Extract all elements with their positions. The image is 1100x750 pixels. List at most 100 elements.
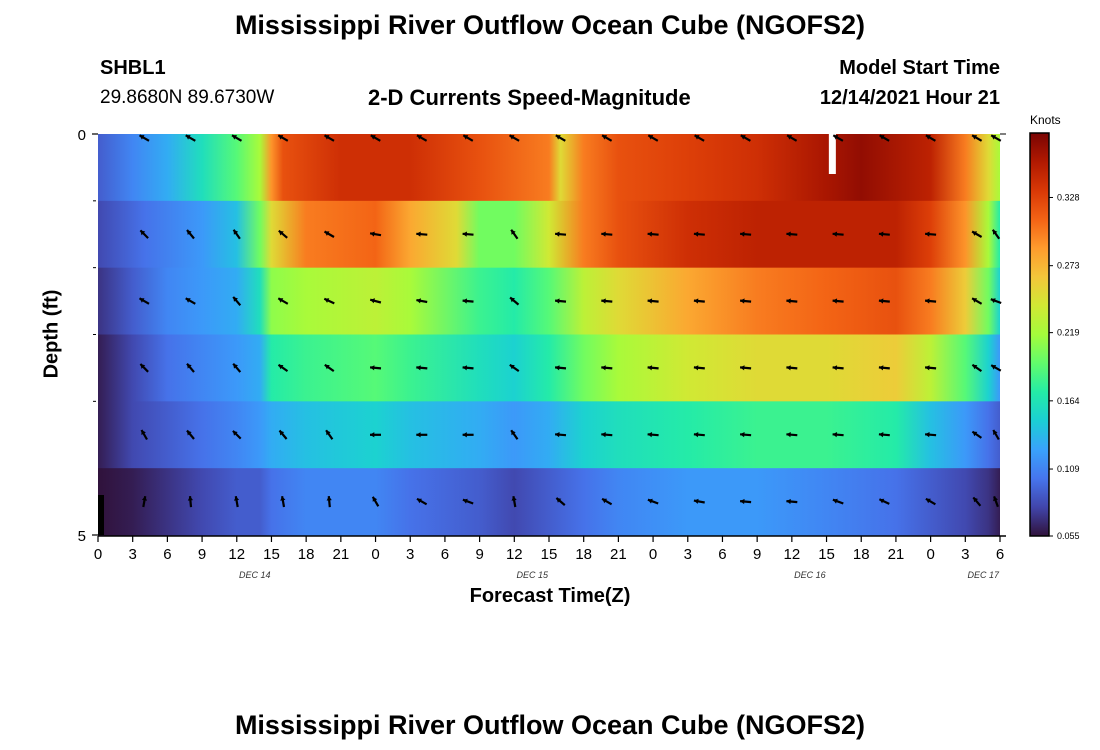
current-arrow: [740, 365, 752, 371]
heatmap-row: [98, 401, 1000, 469]
current-arrow: [462, 134, 474, 142]
current-arrow: [990, 134, 1002, 142]
current-arrow: [138, 297, 150, 305]
current-arrow: [462, 231, 474, 237]
current-arrow: [925, 432, 937, 438]
current-arrow: [786, 365, 798, 371]
current-arrow: [323, 134, 335, 142]
current-arrow: [138, 134, 150, 142]
x-tick-label: 6: [718, 546, 726, 563]
x-tick-label: 0: [649, 546, 657, 563]
x-tick-label: 0: [371, 546, 379, 563]
current-arrow: [555, 432, 567, 438]
current-arrow: [325, 429, 334, 440]
heatmap-row: [98, 134, 1000, 202]
x-tick-label: 18: [298, 546, 315, 563]
station-id: SHBL1: [100, 57, 166, 79]
current-arrow: [925, 134, 936, 142]
date-label: DEC 14: [239, 570, 271, 580]
x-tick-label: 9: [198, 546, 206, 563]
colorbar-units: Knots: [1030, 113, 1061, 127]
current-arrow: [509, 363, 520, 373]
y-tick-label: 5: [78, 528, 86, 545]
current-arrow: [601, 365, 613, 371]
current-arrow: [786, 134, 798, 142]
x-tick-label: 18: [853, 546, 870, 563]
current-arrow: [740, 231, 752, 237]
current-arrow: [416, 497, 428, 506]
current-arrow: [185, 297, 196, 305]
x-tick-label: 15: [818, 546, 835, 563]
x-tick-label: 12: [228, 546, 245, 563]
colorbar-tick-label: 0.328: [1057, 192, 1080, 202]
current-arrow: [971, 363, 983, 373]
current-arrow: [693, 432, 705, 438]
x-tick-label: 18: [575, 546, 592, 563]
current-arrow: [832, 498, 844, 505]
current-arrow: [786, 498, 798, 505]
current-arrow: [280, 496, 286, 508]
current-arrow: [232, 430, 242, 440]
chart-svg: 0 3 6 9 12 15 18 21 0 3 6 9 12 15 18 21 0 3 6 9 12 15 18 21 0 3 6 D…: [78, 127, 1080, 580]
current-arrow: [416, 134, 428, 142]
current-arrow: [925, 231, 937, 237]
current-arrow: [972, 496, 982, 507]
current-arrow: [991, 229, 1001, 240]
current-arrow: [510, 429, 519, 440]
current-arrow: [185, 134, 196, 142]
current-arrow: [647, 498, 659, 505]
date-label: DEC 15: [517, 570, 550, 580]
current-arrow: [187, 496, 193, 508]
axes: 0 3 6 9 12 15 18 21 0 3 6 9 12 15 18 21 0 3 6 9 12 15 18 21 0 3 6 D…: [78, 127, 1006, 580]
chart-title: Mississippi River Outflow Ocean Cube (NG…: [234, 10, 866, 40]
current-arrow: [693, 231, 705, 237]
current-arrow: [832, 298, 844, 304]
model-start-value: 12/14/2021 Hour 21: [819, 87, 1000, 109]
current-arrow: [186, 229, 195, 240]
current-arrow: [971, 230, 983, 238]
current-arrow: [554, 298, 567, 304]
x-tick-label: 15: [541, 546, 558, 563]
x-tick-label: 9: [753, 546, 761, 563]
current-arrow: [509, 296, 520, 306]
current-arrow: [232, 296, 242, 307]
current-arrow: [647, 298, 659, 304]
current-arrow: [416, 432, 428, 438]
current-arrow: [786, 231, 798, 237]
x-tick-label: 3: [406, 546, 414, 563]
x-tick-label: 21: [333, 546, 350, 563]
current-arrow: [601, 432, 613, 438]
heatmap-row: [98, 267, 1000, 336]
current-arrow: [786, 298, 798, 304]
date-label: DEC 16: [794, 570, 826, 580]
current-arrows: [138, 134, 1002, 508]
current-arrow: [186, 362, 195, 373]
current-arrow: [601, 298, 613, 304]
current-arrow: [462, 365, 474, 371]
current-arrow: [369, 365, 382, 371]
colorbar-tick-label: 0.219: [1057, 328, 1080, 338]
current-arrow: [647, 365, 659, 371]
x-tick-label: 3: [129, 546, 137, 563]
current-arrow: [234, 496, 240, 508]
current-arrow: [879, 134, 890, 142]
current-arrow: [141, 496, 147, 508]
current-arrow: [555, 134, 566, 142]
current-arrow: [601, 231, 613, 237]
heatmap: [98, 134, 1000, 536]
current-arrow: [510, 229, 519, 240]
current-arrow: [462, 298, 474, 304]
current-arrow: [925, 365, 937, 371]
current-arrow: [878, 498, 890, 505]
x-tick-label: 0: [94, 546, 102, 563]
colorbar: 0.055 0.109 0.164 0.219 0.273 0.328: [1029, 132, 1080, 541]
current-arrow: [971, 134, 983, 142]
x-tick-label: 21: [888, 546, 905, 563]
current-arrow: [232, 362, 242, 373]
current-arrow: [740, 498, 752, 505]
y-axis-label: Depth (ft): [40, 289, 63, 379]
current-arrow: [832, 432, 844, 438]
current-arrow: [878, 298, 890, 304]
heatmap-row: [98, 468, 1000, 536]
current-arrow: [971, 430, 983, 439]
